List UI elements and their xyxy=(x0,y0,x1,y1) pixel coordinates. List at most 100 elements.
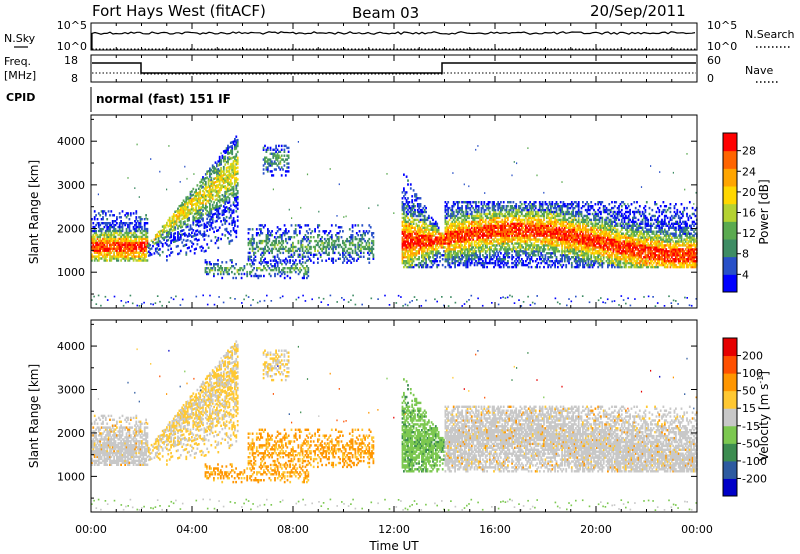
power-cell xyxy=(92,225,95,229)
nsearch-label: N.Search xyxy=(745,28,795,41)
power-cell xyxy=(93,239,96,243)
nave-label: Nave xyxy=(745,64,773,77)
power-cell xyxy=(99,235,102,239)
power-cell xyxy=(217,229,220,232)
power-cell xyxy=(307,236,310,239)
power-cell xyxy=(248,247,251,251)
power-cell xyxy=(104,245,107,248)
power-cell xyxy=(103,247,106,250)
power-cell xyxy=(168,254,171,257)
power-cell xyxy=(368,241,371,245)
power-cell xyxy=(191,231,193,234)
power-cell xyxy=(251,228,254,231)
power-cell xyxy=(229,204,232,207)
power-cell xyxy=(96,235,99,239)
power-cell xyxy=(96,259,99,262)
power-cell xyxy=(96,237,99,241)
power-cell xyxy=(238,272,240,276)
power-cell xyxy=(354,224,357,227)
power-cell xyxy=(293,236,296,239)
power-cell xyxy=(211,203,214,207)
power-cell xyxy=(264,144,266,148)
cpid-text: normal (fast) 151 IF xyxy=(96,92,231,106)
power-cell xyxy=(107,249,110,252)
power-cell xyxy=(106,259,109,262)
power-cell xyxy=(339,257,341,260)
power-cell xyxy=(100,233,103,237)
power-cell xyxy=(99,223,102,227)
power-cell xyxy=(282,168,284,171)
power-cell xyxy=(104,239,107,243)
power-cell xyxy=(100,241,103,244)
power-cell xyxy=(99,245,102,248)
power-cell xyxy=(278,257,280,260)
power-cell xyxy=(301,261,304,264)
power-cell xyxy=(317,261,319,264)
power-cell xyxy=(206,217,209,221)
power-cell xyxy=(118,212,121,215)
power-cell xyxy=(104,231,107,235)
power-cell xyxy=(161,250,164,254)
power-cell xyxy=(95,233,97,237)
power-cell xyxy=(196,243,199,246)
power-cell xyxy=(92,243,95,246)
power-cell xyxy=(102,210,104,213)
power-cell xyxy=(269,274,272,278)
power-cell xyxy=(532,260,534,263)
power-cell xyxy=(220,159,222,162)
power-cell xyxy=(102,212,104,215)
power-cell xyxy=(107,233,110,237)
power-cell xyxy=(102,243,104,246)
power-cell xyxy=(318,224,321,227)
power-cell xyxy=(339,230,341,233)
power-cell xyxy=(92,245,95,248)
power-cell xyxy=(106,229,109,233)
power-cell xyxy=(221,233,224,236)
power-cell xyxy=(106,245,109,248)
power-cell xyxy=(102,218,104,221)
power-cell xyxy=(289,276,292,280)
power-cell xyxy=(100,243,103,246)
power-cell xyxy=(333,251,336,255)
power-cell xyxy=(159,248,161,251)
power-cell xyxy=(109,243,111,246)
power-cell xyxy=(351,224,354,227)
power-cell xyxy=(102,216,104,219)
power-cell xyxy=(405,191,408,194)
power-cell xyxy=(229,230,232,233)
power-cell xyxy=(500,265,502,269)
power-cell xyxy=(146,227,149,231)
power-cell xyxy=(106,239,109,243)
power-cell xyxy=(235,210,238,213)
power-cell xyxy=(192,242,195,246)
power-cell xyxy=(93,241,96,244)
power-cell xyxy=(414,205,416,208)
power-cell xyxy=(99,241,102,244)
power-cell xyxy=(93,247,96,250)
power-cell xyxy=(109,247,111,250)
power-cell xyxy=(100,210,103,213)
power-cell xyxy=(106,218,109,221)
power-cell xyxy=(444,265,447,269)
power-cell xyxy=(264,257,266,260)
power-cell xyxy=(225,261,228,264)
power-cell xyxy=(254,255,257,258)
power-cell xyxy=(211,193,214,197)
power-cell xyxy=(315,253,318,256)
power-cell xyxy=(91,253,93,256)
power-cell xyxy=(110,210,113,213)
power-cell xyxy=(97,249,100,252)
power-cell xyxy=(307,267,310,270)
power-cell xyxy=(93,259,96,262)
power-cell xyxy=(340,226,343,229)
power-cell xyxy=(217,236,220,240)
power-cell xyxy=(274,272,276,276)
power-cell xyxy=(267,261,269,264)
power-cell xyxy=(91,259,93,262)
power-cell xyxy=(91,218,93,221)
power-cell xyxy=(99,247,102,250)
power-cell xyxy=(436,222,439,225)
power-cell xyxy=(104,259,107,262)
power-cell xyxy=(203,238,206,241)
